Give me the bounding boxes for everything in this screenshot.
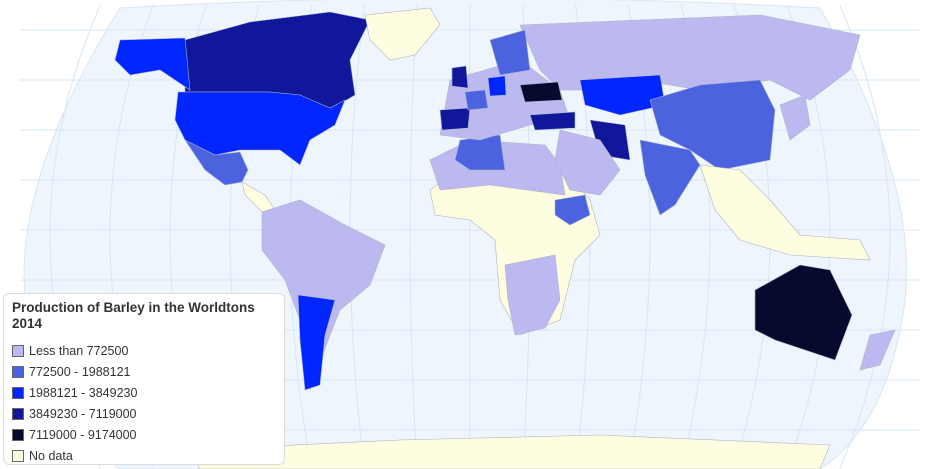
legend-item[interactable]: 7119000 - 9174000 <box>12 424 276 445</box>
legend-item[interactable]: 3849230 - 7119000 <box>12 403 276 424</box>
region-uk[interactable] <box>451 65 469 89</box>
legend-swatch <box>12 344 24 357</box>
region-australia[interactable] <box>754 264 853 361</box>
legend-title: Production of Barley in the Worldtons 20… <box>12 300 255 331</box>
legend-label: 772500 - 1988121 <box>29 364 131 379</box>
legend-item[interactable]: No data <box>12 445 276 466</box>
region-middle-east[interactable] <box>554 129 621 196</box>
region-japan[interactable] <box>779 94 811 141</box>
region-spain[interactable] <box>439 107 471 131</box>
legend-item[interactable]: Less than 772500 <box>12 340 276 361</box>
region-alaska[interactable] <box>114 37 191 91</box>
region-southeast-asia[interactable] <box>699 164 871 261</box>
region-turkey[interactable] <box>529 111 576 131</box>
region-southern-africa[interactable] <box>504 254 561 336</box>
legend-label: 7119000 - 9174000 <box>29 427 137 442</box>
legend: Production of Barley in the Worldtons 20… <box>3 293 285 465</box>
region-greenland[interactable] <box>364 7 441 61</box>
region-kazakhstan[interactable] <box>579 74 666 116</box>
region-france[interactable] <box>464 89 489 111</box>
region-new-zealand[interactable] <box>859 329 896 371</box>
legend-label: Less than 772500 <box>29 343 129 358</box>
legend-label: No data <box>29 448 73 463</box>
region-south-america[interactable] <box>261 199 386 391</box>
region-china[interactable] <box>649 79 776 171</box>
legend-item[interactable]: 1988121 - 3849230 <box>12 382 276 403</box>
region-ukraine[interactable] <box>519 81 563 103</box>
legend-swatch <box>12 449 24 462</box>
region-russia[interactable] <box>519 14 861 101</box>
region-argentina[interactable] <box>297 294 336 391</box>
region-germany[interactable] <box>487 75 507 97</box>
legend-swatch <box>12 428 24 441</box>
legend-swatch <box>12 407 24 420</box>
region-scandinavia[interactable] <box>489 29 531 76</box>
legend-swatch <box>12 386 24 399</box>
region-antarctica[interactable] <box>189 434 831 469</box>
region-ethiopia[interactable] <box>554 194 591 226</box>
legend-label: 3849230 - 7119000 <box>29 406 137 421</box>
region-mexico[interactable] <box>184 139 249 186</box>
region-india[interactable] <box>639 139 701 216</box>
legend-label: 1988121 - 3849230 <box>29 385 138 400</box>
legend-item[interactable]: 772500 - 1988121 <box>12 361 276 382</box>
legend-swatch <box>12 365 24 378</box>
